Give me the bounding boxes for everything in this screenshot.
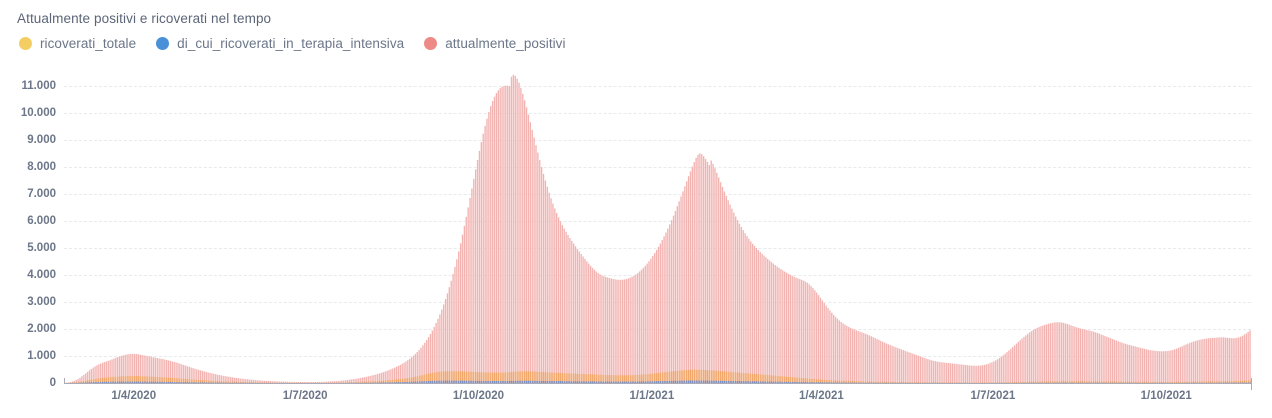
x-axis-tick-labels: 1/4/2020 1/7/2020 1/10/2020 1/1/2021 1/4/202…: [64, 390, 1251, 412]
y-axis-tick-labels: 0 1.000 2.000 3.000 4.000 5.000 6.000 7.000 8.00…: [0, 70, 56, 389]
legend-color-dot: [19, 37, 32, 50]
legend-item-attualmente_positivi[interactable]: attualmente_positivi: [424, 36, 565, 51]
x-tick-label: 1/7/2020: [282, 390, 328, 402]
y-tick-label: 1.000: [27, 350, 56, 363]
y-tick-label: 7.000: [27, 188, 56, 201]
legend-label: attualmente_positivi: [445, 36, 566, 51]
x-tick-label: 1/7/2021: [970, 390, 1016, 402]
x-tick-label: 1/10/2021: [1140, 390, 1192, 402]
chart-title: Attualmente positivi e ricoverati nel te…: [17, 11, 272, 26]
legend-color-dot: [424, 37, 438, 50]
x-tick-label: 1/1/2021: [629, 390, 675, 402]
plot-area: [64, 70, 1251, 383]
x-axis-line: [64, 383, 1252, 384]
y-tick-label: 6.000: [27, 215, 56, 228]
legend-label: di_cui_ricoverati_in_terapia_intensiva: [177, 36, 405, 51]
x-axis-cap-left: [64, 378, 65, 384]
x-tick-label: 1/10/2020: [452, 390, 505, 402]
y-tick-label: 11.000: [21, 80, 56, 93]
y-tick-label: 4.000: [27, 269, 56, 282]
y-tick-label: 9.000: [27, 134, 56, 147]
y-tick-label: 10.000: [20, 107, 56, 120]
x-tick-label: 1/4/2021: [799, 390, 844, 402]
series-attualmente_positivi: [64, 74, 1251, 383]
x-tick-label: 1/4/2020: [111, 390, 157, 402]
y-tick-label: 3.000: [27, 296, 56, 309]
series-ricoverati_totale: [64, 369, 1251, 383]
y-tick-label: 0: [49, 377, 56, 389]
legend-item-ricoverati_totale[interactable]: ricoverati_totale: [19, 36, 136, 51]
legend-item-di_cui_ricoverati_in_terapia_intensiva[interactable]: di_cui_ricoverati_in_terapia_intensiva: [156, 36, 404, 51]
legend-color-dot: [156, 37, 170, 50]
chart-legend: ricoverati_totale di_cui_ricoverati_in_te…: [19, 36, 586, 51]
legend-label: ricoverati_totale: [40, 36, 137, 51]
y-tick-label: 2.000: [27, 323, 56, 336]
y-tick-label: 5.000: [27, 242, 56, 255]
series-bars: [64, 74, 1251, 383]
series-di_cui_ricoverati_in_terapia_intensiva: [64, 380, 1251, 383]
x-axis-cap-right: [1251, 378, 1252, 390]
y-tick-label: 8.000: [27, 161, 56, 174]
